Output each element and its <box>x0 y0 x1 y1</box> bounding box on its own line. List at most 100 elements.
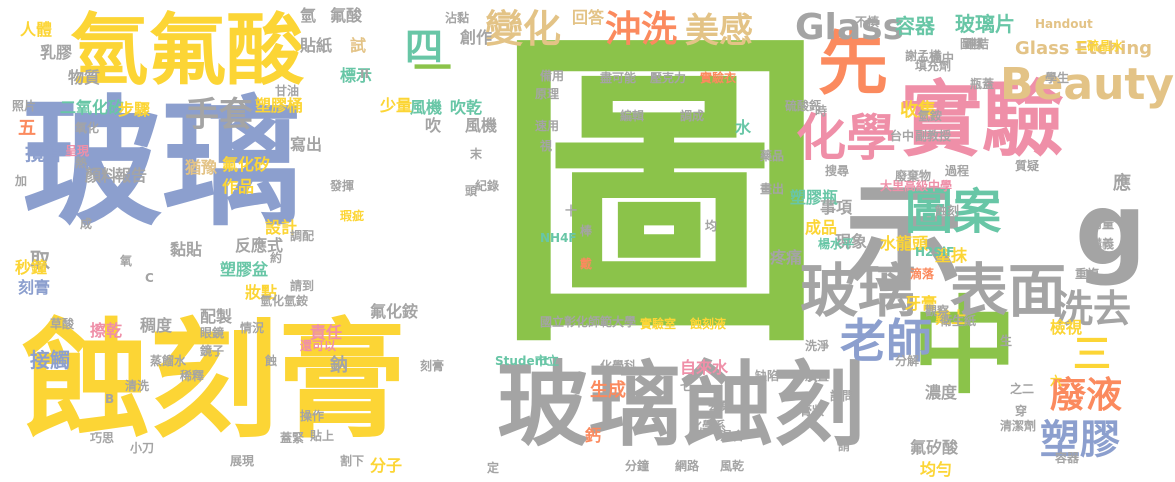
word: 變化 <box>485 7 562 51</box>
word: 貼上 <box>310 429 335 443</box>
word: 廢液 <box>1050 375 1123 416</box>
word: 市立 <box>535 354 560 368</box>
word: 秒鐘 <box>15 258 48 277</box>
word: 生 <box>1000 334 1013 348</box>
word: 氧 <box>120 254 133 268</box>
word: 時 <box>815 104 828 118</box>
word: 現象 <box>835 232 868 251</box>
word: 十 <box>565 204 578 218</box>
word: 塑膠桶 <box>255 96 304 115</box>
word: 氫化氫銨 <box>260 294 309 308</box>
word: 國立彰化師範大學 <box>540 315 637 329</box>
word: 鏡子 <box>200 344 225 358</box>
word: 風乾 <box>720 459 745 473</box>
word: 創作 <box>460 28 493 47</box>
word: 先 <box>818 22 888 104</box>
word: 容器 <box>1055 451 1080 465</box>
word: 試 <box>350 36 367 55</box>
word: 二硫晶水 <box>1075 39 1124 53</box>
word: 刻膏 <box>18 278 51 297</box>
word: 塑膠瓶 <box>790 188 839 207</box>
word: 搜尋 <box>825 164 850 178</box>
word: 沖洗 <box>605 9 678 50</box>
word: 洗淨 <box>805 339 830 353</box>
word: 成品 <box>805 218 838 237</box>
word: 情況 <box>240 321 265 335</box>
word: 寫出 <box>290 135 323 154</box>
word: 網路 <box>675 459 700 473</box>
word: 膏狀 <box>800 404 825 418</box>
word: 取 <box>30 248 50 272</box>
word: 氟化矽 <box>222 155 271 174</box>
word: 蝕 <box>265 354 278 368</box>
word: 人體 <box>20 20 53 39</box>
word: 缺陷 <box>755 369 780 383</box>
word: 大里高級中學 <box>880 179 953 193</box>
word: 用量 <box>1090 217 1115 231</box>
word: 牙膏 <box>905 294 938 313</box>
word: 七 <box>680 379 693 393</box>
word: 氟化銨 <box>370 302 419 321</box>
word: g <box>1075 171 1147 288</box>
word: 塑膠盆 <box>220 260 269 279</box>
word: 圖樣 <box>960 37 985 51</box>
word: 連結 <box>965 37 990 51</box>
word: Glass <box>795 7 905 48</box>
word: 氟酸 <box>330 6 363 25</box>
word: 約 <box>270 251 283 265</box>
word: 貼紙 <box>300 36 333 55</box>
word: 反應式 <box>235 236 284 255</box>
word: 蝕刻 <box>935 204 960 218</box>
word: 報告 <box>115 166 148 185</box>
word: 請到 <box>290 279 315 293</box>
word: C <box>145 271 154 285</box>
word: 請 <box>838 439 851 453</box>
word: 三 <box>1073 332 1112 376</box>
word: 均 <box>705 219 718 233</box>
word: 表面 <box>950 257 1067 325</box>
word: 展現 <box>230 454 255 468</box>
word: 應 <box>1113 173 1131 194</box>
word: 四 <box>405 25 444 69</box>
word: 棒 <box>580 224 593 238</box>
word: 設計 <box>265 218 298 237</box>
word: 接觸 <box>30 348 70 372</box>
word: 一 <box>407 48 451 86</box>
word: 少量 <box>380 96 413 115</box>
word: 楊水平 <box>818 237 855 251</box>
word: 刻膏 <box>420 359 445 373</box>
word: 塗抹 <box>935 246 968 265</box>
word: 蝕刻膏 <box>22 307 407 456</box>
word: 均勻 <box>920 460 953 479</box>
word: 放置 <box>805 369 830 383</box>
word: 副教授 <box>915 129 952 143</box>
word: 割下 <box>340 454 365 468</box>
word: Student <box>495 354 549 368</box>
word: 謝孟樺 <box>905 49 942 63</box>
word: 吹 <box>425 116 442 135</box>
word: 速用 <box>535 119 560 133</box>
word: 鈣 <box>585 426 602 445</box>
word: 調成 <box>680 109 705 123</box>
word: 填充劑 <box>915 59 952 73</box>
word: 風機 <box>465 116 498 135</box>
word: 圖案 <box>905 184 1002 240</box>
word: 戴上 <box>935 308 968 327</box>
word: 瓶蓋 <box>970 77 995 91</box>
word: 瑕疵 <box>340 209 365 223</box>
word: 塑膠 <box>1040 417 1120 463</box>
word: 疼痛 <box>770 248 803 267</box>
word: 稀釋 <box>180 369 205 383</box>
word: 戴 <box>580 257 593 271</box>
word: 過程 <box>945 164 970 178</box>
word: A <box>808 371 818 385</box>
word: 吹乾 <box>450 98 483 117</box>
word: 猶豫 <box>185 158 218 177</box>
word: 分解 <box>895 354 920 368</box>
word: 照片 <box>12 99 37 113</box>
word: Beauty <box>1000 59 1175 110</box>
word: 六 <box>1050 374 1063 388</box>
word: 質疑 <box>1015 159 1040 173</box>
word: 鈉 <box>330 355 348 376</box>
